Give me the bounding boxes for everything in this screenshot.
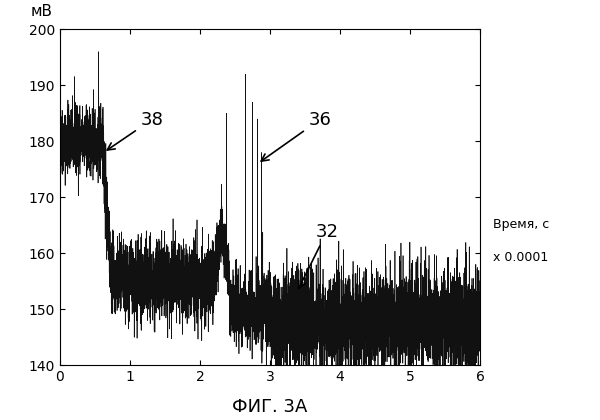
Text: 38: 38 <box>107 110 163 150</box>
X-axis label: ФИГ. 3А: ФИГ. 3А <box>232 398 308 416</box>
Text: 32: 32 <box>299 223 338 289</box>
Text: x 0.0001: x 0.0001 <box>493 252 548 264</box>
Text: 36: 36 <box>261 110 331 161</box>
Text: Время, с: Время, с <box>493 218 549 231</box>
Text: мВ: мВ <box>31 4 53 19</box>
